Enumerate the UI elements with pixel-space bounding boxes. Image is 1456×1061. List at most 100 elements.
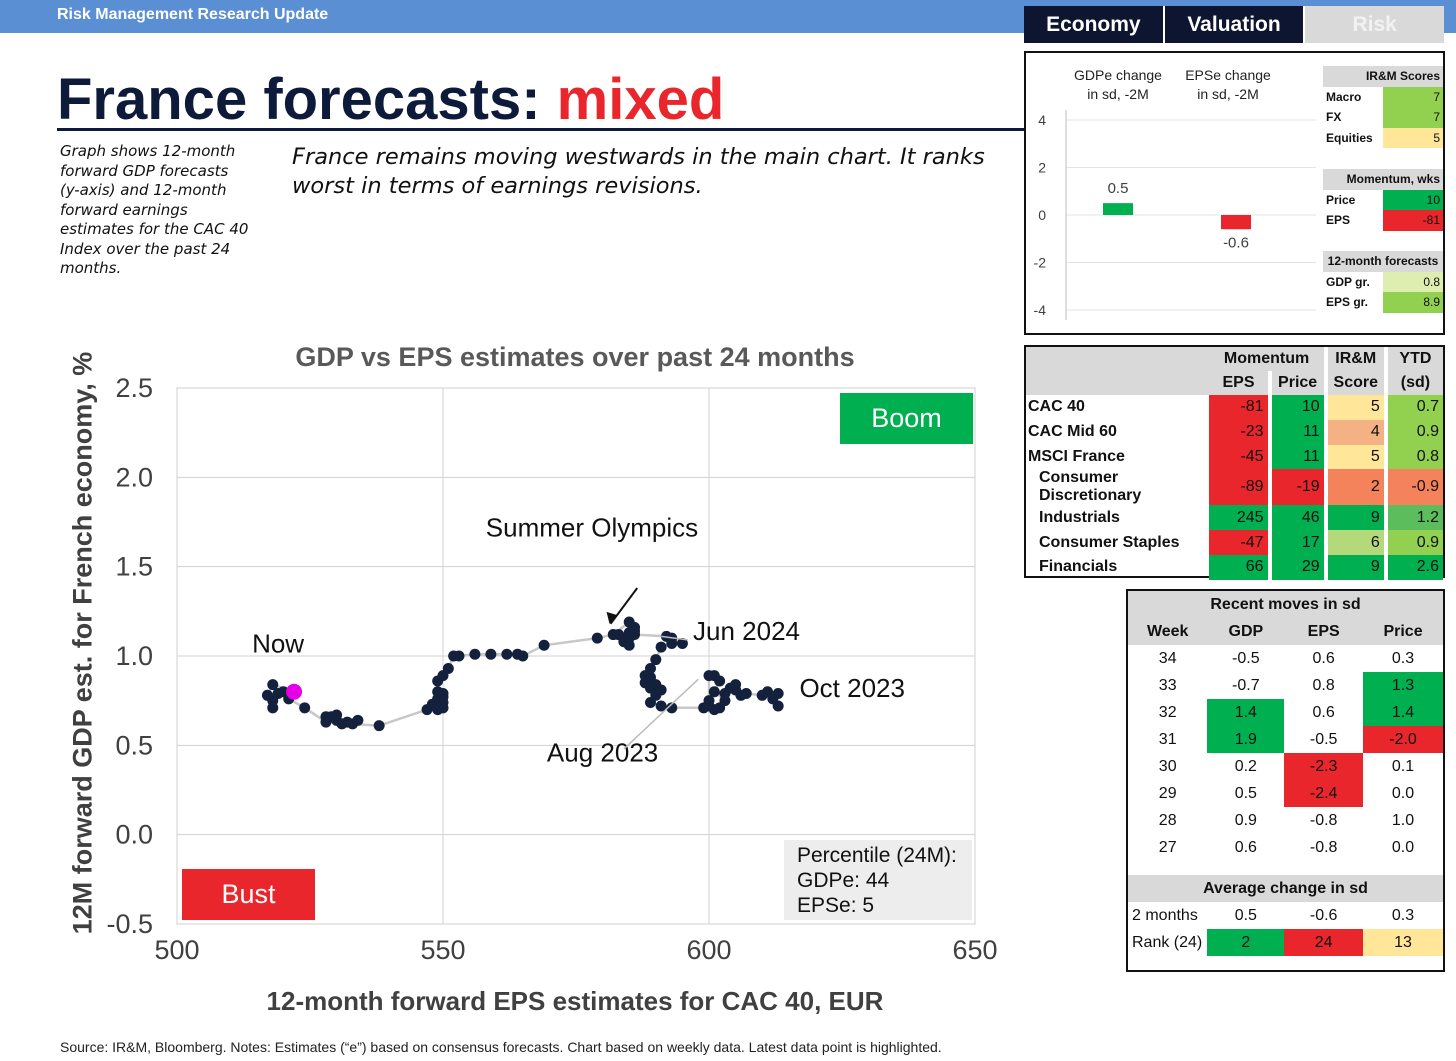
- moves-cell-price: 1.4: [1363, 699, 1443, 726]
- chart-annotation: Aug 2023: [547, 737, 658, 767]
- moves-cell-gdp: -0.7: [1232, 676, 1260, 694]
- title-divider: [57, 128, 1025, 131]
- gap: [1323, 419, 1328, 445]
- index-subheader-sd: (sd): [1387, 371, 1443, 395]
- index-cell: -0.9: [1387, 469, 1443, 506]
- aug-connector: [623, 678, 699, 750]
- data-point: [703, 670, 715, 682]
- gap: [1383, 530, 1388, 555]
- index-panel: Momentum IR&M YTD EPS Price Score (sd) C…: [1024, 345, 1445, 580]
- gap: [1267, 469, 1272, 506]
- moves-cell-gdp: 0.5: [1234, 906, 1257, 924]
- moves-cell-gdp: 1.9: [1207, 726, 1285, 753]
- score-value-macro: 7: [1383, 86, 1443, 107]
- moves-cell-eps: 0.6: [1312, 649, 1335, 667]
- data-point: [432, 704, 444, 716]
- jun-connector: [661, 635, 688, 641]
- percentile-gdpe: GDPe: 44: [797, 869, 890, 892]
- moves-cell-price: 0.0: [1391, 838, 1415, 856]
- moves-cell-price: 0.1: [1391, 757, 1415, 775]
- index-cell: 0.9: [1387, 530, 1443, 555]
- data-point: [708, 686, 720, 698]
- data-point: [644, 663, 656, 675]
- y-tick-label: 2.5: [115, 373, 153, 403]
- gap: [1383, 347, 1388, 371]
- index-cell: 245: [1209, 505, 1268, 531]
- momentum-value-price: 10: [1383, 189, 1443, 210]
- data-point: [267, 679, 279, 691]
- scatter-title: GDP vs EPS estimates over past 24 months: [295, 342, 855, 372]
- moves-row: 28 0.9 -0.8 1.0: [1128, 807, 1443, 834]
- scatter-y-axis-label: 12M forward GDP est. for French economy,…: [67, 351, 98, 935]
- index-cell: 46: [1271, 505, 1324, 531]
- gap: [1323, 444, 1328, 470]
- change-bar: [1221, 215, 1251, 230]
- percentile-epse: EPSe: 5: [797, 894, 875, 917]
- irm-scores-table: IR&M Scores Macro 7 FX 7 Equities 5: [1323, 66, 1443, 148]
- x-tick-label: 650: [952, 935, 997, 965]
- data-point: [320, 716, 332, 728]
- change-bar-chart: 4 2 0 -2 -4 0.5 -0.6: [1034, 110, 1316, 320]
- forecasts-header: 12-month forecasts: [1323, 251, 1443, 272]
- momentum-header: Momentum, wks: [1323, 169, 1443, 190]
- moves-cell-eps: -2.3: [1284, 753, 1364, 780]
- index-row: Financials 66 29 9 2.6: [1026, 554, 1443, 580]
- gap: [1267, 505, 1272, 531]
- forecast-value-gdp: 0.8: [1383, 271, 1443, 292]
- forecast-value-eps: 8.9: [1383, 292, 1443, 313]
- irm-scores-header: IR&M Scores: [1323, 66, 1443, 87]
- index-header-momentum: Momentum: [1209, 347, 1324, 371]
- recent-moves-title: Recent moves in sd: [1128, 591, 1443, 618]
- index-cell: 11: [1271, 419, 1324, 445]
- momentum-label-eps: EPS: [1326, 213, 1351, 228]
- data-point: [261, 689, 273, 701]
- moves-cell-price: 0.3: [1391, 906, 1415, 924]
- gap: [1323, 347, 1328, 371]
- data-point: [708, 704, 720, 716]
- gap: [1323, 554, 1328, 580]
- score-value-fx: 7: [1383, 107, 1443, 128]
- scatter-chart: 500 550 600 650 2.5 2.0 1.5 1.0 0.5 0.0 -0.5 Summer…: [106, 373, 997, 965]
- index-row-name: Consumer Staples: [1039, 533, 1180, 551]
- index-cell: -45: [1209, 444, 1268, 470]
- moves-cell-eps: 0.8: [1312, 676, 1335, 694]
- data-point: [432, 675, 444, 687]
- moves-week: 30: [1158, 757, 1177, 775]
- index-cell: 0.7: [1387, 395, 1443, 420]
- data-point: [538, 639, 550, 651]
- moves-row: 29 0.5 -2.4 0.0: [1128, 780, 1443, 807]
- spacer-cell: [1128, 861, 1443, 875]
- index-cell: 29: [1271, 554, 1324, 580]
- data-point: [655, 700, 667, 712]
- index-header-ytd: YTD: [1387, 347, 1443, 371]
- header-title: Risk Management Research Update: [57, 6, 329, 23]
- index-cell: 0.8: [1387, 444, 1443, 470]
- moves-row: 33 -0.7 0.8 1.3: [1128, 672, 1443, 699]
- index-row: Industrials 245 46 9 1.2: [1026, 505, 1443, 531]
- index-row: MSCI France -45 11 5 0.8: [1026, 444, 1443, 470]
- tab-economy[interactable]: Economy: [1024, 6, 1165, 43]
- data-point: [591, 632, 603, 644]
- score-value-equities: 5: [1383, 127, 1443, 148]
- index-cell: 9: [1327, 554, 1384, 580]
- moves-week: 27: [1158, 838, 1177, 856]
- index-cell: 9: [1327, 505, 1384, 531]
- index-row-name: Financials: [1039, 558, 1118, 576]
- moves-header-price: Price: [1363, 618, 1443, 645]
- moves-cell-price: 1.3: [1363, 672, 1443, 699]
- score-label-fx: FX: [1326, 110, 1342, 125]
- gap: [1267, 530, 1272, 555]
- gap: [1267, 444, 1272, 470]
- index-cell: -47: [1209, 530, 1268, 555]
- recent-moves-panel: Recent moves in sd Week GDP EPS Price 34…: [1126, 589, 1445, 972]
- y-tick-label: 0.5: [115, 730, 153, 760]
- moves-cell-eps: -0.8: [1309, 811, 1338, 829]
- average-row: Rank (24) 2 24 13: [1128, 929, 1443, 956]
- moves-cell-price: 1.0: [1391, 811, 1415, 829]
- bar-y-tick: 0: [1038, 207, 1046, 223]
- gap: [1323, 505, 1328, 531]
- moves-header-gdp: GDP: [1207, 618, 1285, 645]
- moves-cell-price: -2.0: [1363, 726, 1443, 753]
- tab-risk[interactable]: Risk: [1305, 6, 1445, 43]
- tab-valuation[interactable]: Valuation: [1164, 6, 1306, 43]
